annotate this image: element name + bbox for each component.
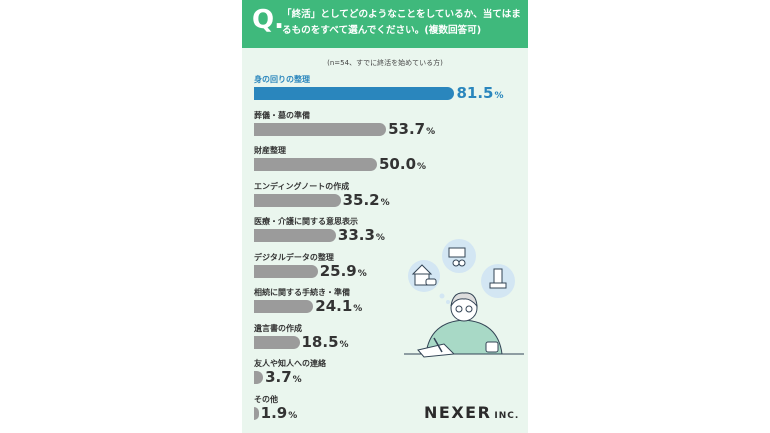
bar — [254, 264, 318, 278]
bar-value-label: 18.5% — [301, 332, 349, 353]
bar-label: 身の回りの整理 — [254, 75, 310, 84]
bar — [254, 122, 387, 136]
question-mark: Q. — [252, 5, 284, 35]
bar-label: 医療・介護に関する意思表示 — [254, 217, 358, 226]
bar-label: 遺言書の作成 — [254, 323, 302, 333]
elderly-person-illustration — [404, 239, 524, 358]
logo-main: NEXER — [424, 403, 492, 422]
bar — [254, 335, 300, 349]
bar-value-number: 81.5 — [456, 84, 494, 102]
bar-value-number: 50.0 — [379, 155, 417, 173]
survey-card: Q. 「終活」としてどのようなことをしているか、当てはまるものをすべて選んでくだ… — [242, 0, 528, 433]
logo-suffix: INC. — [494, 411, 520, 421]
bar-value-label: 33.3% — [338, 228, 385, 246]
bar-value-label: 53.7% — [388, 119, 436, 140]
bar-value-number: 3.7 — [265, 368, 292, 386]
bar-value-label: 25.9% — [319, 261, 367, 282]
bar — [254, 87, 455, 100]
bar-value-unit: % — [375, 233, 385, 243]
bar — [254, 158, 377, 171]
bar-label: その他 — [254, 394, 278, 404]
bar-value-number: 33.3 — [337, 226, 375, 244]
bar-value-unit: % — [494, 91, 504, 101]
question-text: 「終活」としてどのようなことをしているか、当てはまるものをすべて選んでください。… — [282, 9, 521, 36]
bar-label: 財産整理 — [254, 146, 286, 155]
bar — [254, 193, 341, 207]
bar-value-number: 53.7 — [388, 119, 426, 138]
bar-label: 相続に関する手続き・準備 — [254, 288, 350, 297]
bar-label: エンディングノートの作成 — [254, 181, 350, 191]
bar-value-label: 24.1% — [315, 299, 362, 317]
bar — [254, 229, 336, 242]
bar-value-unit: % — [288, 410, 298, 421]
question-header: Q. 「終活」としてどのようなことをしているか、当てはまるものをすべて選んでくだ… — [242, 0, 528, 48]
bar-value-label: 1.9% — [260, 403, 298, 424]
bar — [254, 406, 259, 420]
bar-value-label: 35.2% — [342, 190, 390, 211]
bar — [254, 371, 264, 384]
bar-value-unit: % — [353, 304, 363, 314]
bar-label: 友人や知人への連絡 — [254, 359, 326, 368]
bar-value-unit: % — [357, 268, 367, 279]
bar-value-unit: % — [380, 197, 390, 208]
bar-value-number: 1.9 — [260, 403, 288, 422]
bar-value-number: 35.2 — [342, 190, 380, 209]
bar-label: 葬儀・墓の準備 — [254, 110, 310, 120]
bar-value-number: 25.9 — [319, 261, 357, 280]
bar-value-label: 50.0% — [379, 157, 426, 175]
bar — [254, 300, 314, 313]
bar-value-number: 24.1 — [315, 297, 353, 315]
bar-value-unit: % — [426, 126, 436, 137]
bar-value-unit: % — [292, 375, 302, 385]
bar-label: デジタルデータの整理 — [254, 252, 334, 262]
sample-note: (n=54、すでに終活を始めている方) — [327, 59, 443, 67]
bar-value-number: 18.5 — [301, 332, 339, 351]
bar-value-unit: % — [339, 339, 349, 350]
nexer-logo: NEXER INC. — [424, 403, 519, 422]
bar-value-unit: % — [417, 162, 427, 172]
bar-value-label: 81.5% — [456, 86, 503, 104]
bar-value-label: 3.7% — [265, 370, 302, 388]
